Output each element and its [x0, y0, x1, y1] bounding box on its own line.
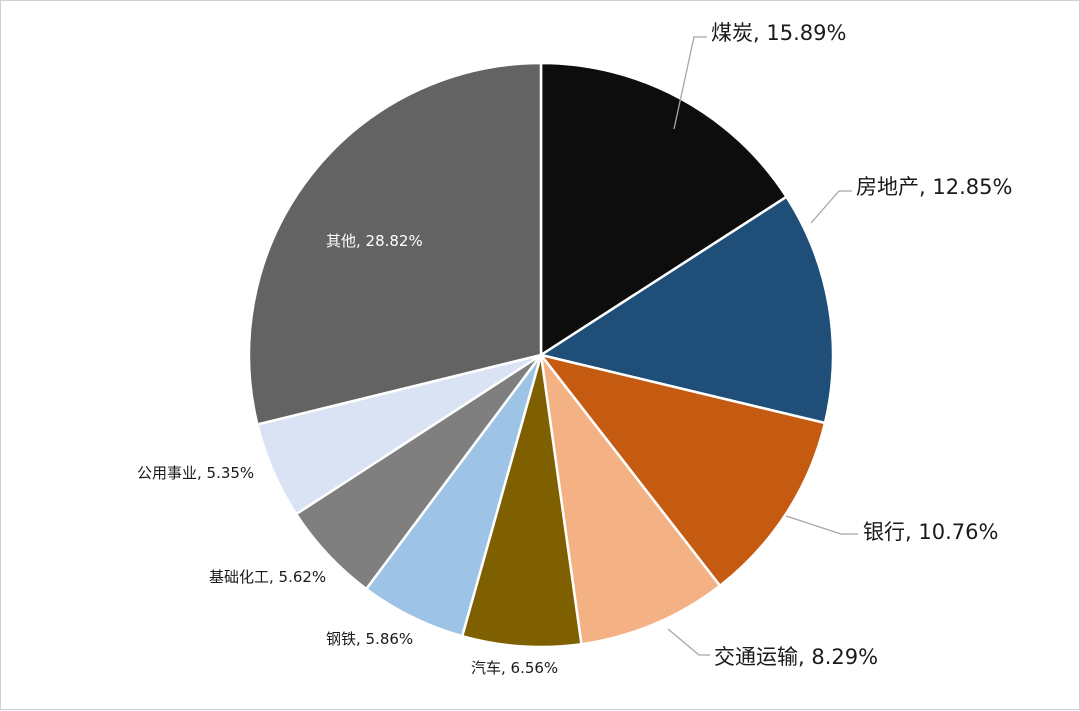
- pie-slice-bank: [539, 353, 827, 587]
- leader-real-estate: [810, 190, 852, 224]
- leader-coal: [673, 36, 707, 130]
- leader-lines: [667, 36, 858, 656]
- pie-slice-auto: [460, 353, 583, 649]
- label-auto: 汽车, 6.56%: [471, 659, 558, 677]
- label-transport: 交通运输, 8.29%: [714, 645, 878, 669]
- label-coal: 煤炭, 15.89%: [711, 21, 846, 45]
- leader-bank: [785, 515, 858, 535]
- slices-layer: [247, 61, 835, 649]
- label-real-estate: 房地产, 12.85%: [856, 175, 1012, 199]
- label-other: 其他, 28.82%: [326, 232, 423, 250]
- label-chemicals: 基础化工, 5.62%: [209, 568, 326, 586]
- leader-transport: [667, 628, 710, 656]
- label-steel: 钢铁, 5.86%: [326, 630, 413, 648]
- pie-slice-real-estate: [539, 195, 835, 425]
- pie-slice-other: [247, 61, 543, 426]
- label-utilities: 公用事业, 5.35%: [137, 464, 254, 482]
- label-bank: 银行, 10.76%: [863, 520, 998, 544]
- pie-slice-transport: [539, 353, 722, 646]
